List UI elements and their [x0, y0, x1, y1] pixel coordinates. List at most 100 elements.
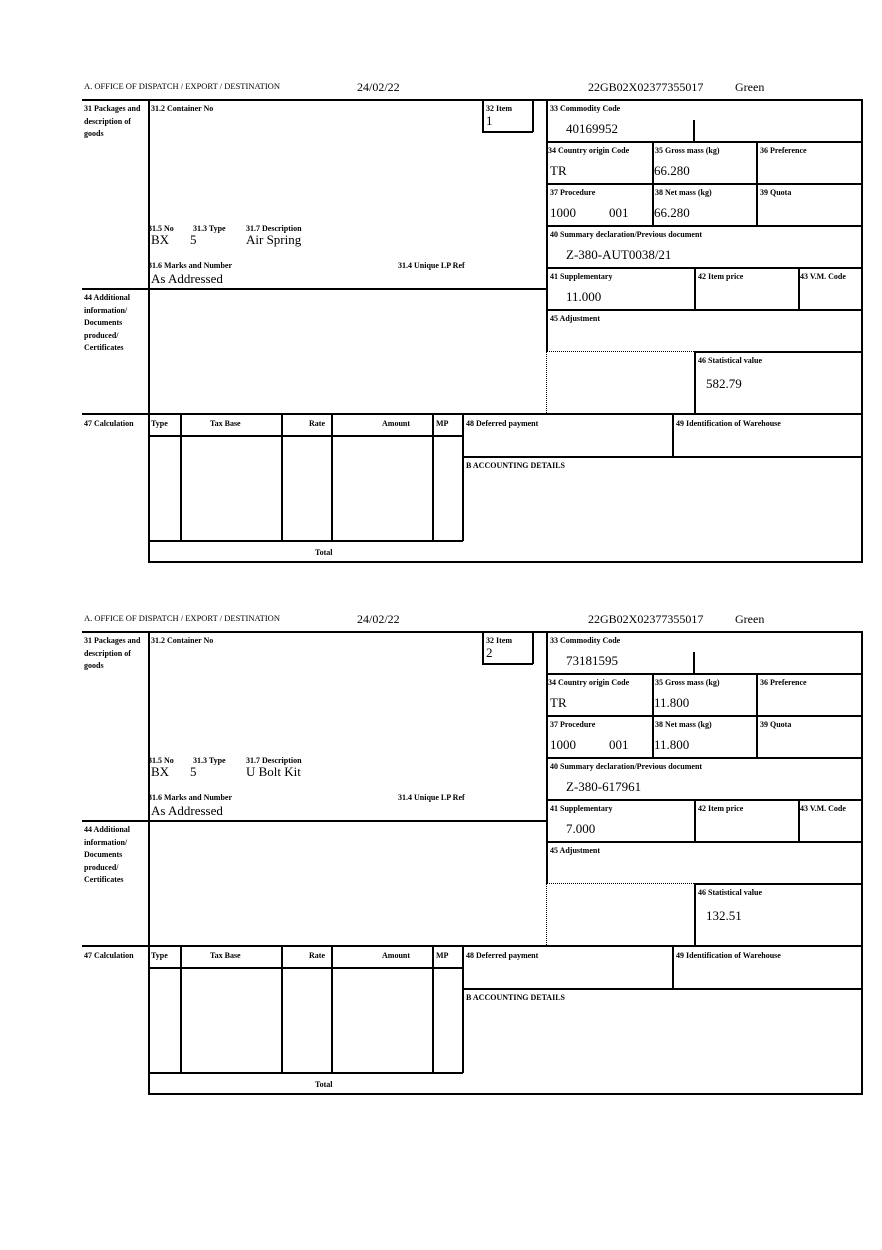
supplementary-value: 7.000: [566, 821, 596, 836]
form-rule: [672, 945, 674, 988]
type-label: 31.3 Type: [193, 756, 226, 765]
form-rule: [693, 120, 695, 141]
form-rule: [546, 883, 694, 884]
item-block-1: A. OFFICE OF DISPATCH / EXPORT / DESTINA…: [0, 0, 882, 563]
form-rule: [861, 631, 863, 1094]
country-value: TR: [550, 163, 567, 178]
form-rule: [82, 631, 863, 633]
commodity-code: 40169952: [566, 121, 618, 136]
form-rule: [798, 267, 800, 309]
form-rule: [482, 131, 533, 133]
form-rule: [672, 413, 674, 456]
accounting-label: B ACCOUNTING DETAILS: [466, 993, 565, 1002]
tax-base-header: Tax Base: [210, 419, 241, 428]
vm-code-label: 43 V.M. Code: [800, 804, 846, 813]
form-rule: [546, 309, 862, 311]
preference-label: 36 Preference: [760, 678, 807, 687]
supplementary-label: 41 Supplementary: [550, 804, 613, 813]
net-label: 38 Net mass (kg): [655, 720, 712, 729]
form-rule: [331, 413, 333, 541]
total-label: Total: [315, 548, 333, 557]
form-rule: [546, 351, 694, 352]
form-rule: [82, 945, 863, 947]
route: Green: [735, 80, 765, 94]
reference: 22GB02X02377355017: [588, 80, 704, 94]
net-label: 38 Net mass (kg): [655, 188, 712, 197]
form-rule: [148, 288, 150, 562]
form-rule: [861, 99, 863, 562]
form-rule: [694, 883, 862, 885]
goods-description: U Bolt Kit: [246, 764, 301, 779]
statistical-value: 132.51: [706, 908, 742, 923]
unique-lp-label: 31.4 Unique LP Ref: [398, 261, 465, 270]
form-rule: [462, 413, 464, 541]
date: 24/02/22: [357, 80, 400, 94]
package-type: 5: [190, 232, 197, 247]
form-rule: [82, 288, 547, 290]
item-block-2: A. OFFICE OF DISPATCH / EXPORT / DESTINA…: [0, 532, 882, 1095]
form-rule: [432, 413, 434, 541]
description-label: 31.7 Description: [246, 756, 302, 765]
form-rule: [652, 673, 654, 757]
supplementary-value: 11.000: [566, 289, 602, 304]
form-rule: [546, 141, 862, 143]
form-rule: [180, 413, 182, 541]
packages-label: 31 Packages and description of goods: [84, 104, 141, 138]
form-rule: [694, 267, 696, 309]
form-rule: [798, 799, 800, 841]
calculation-label: 47 Calculation: [84, 951, 134, 960]
form-rule: [546, 799, 862, 801]
type-label: 31.3 Type: [193, 224, 226, 233]
procedure-value: 1000: [550, 737, 576, 752]
packages-label: 31 Packages and description of goods: [84, 636, 141, 670]
form-rule: [148, 540, 463, 542]
form-rule: [82, 413, 863, 415]
summary-label: 40 Summary declaration/Previous document: [550, 762, 703, 771]
form-rule: [546, 183, 862, 185]
item-number: 1: [486, 113, 493, 128]
net-mass: 66.280: [654, 205, 690, 220]
quota-label: 39 Quota: [760, 720, 792, 729]
calc-type-header: Type: [151, 951, 168, 960]
item-label: 32 Item: [486, 104, 512, 113]
marks-value: As Addressed: [151, 803, 223, 818]
statistical-label: 46 Statistical value: [698, 356, 762, 365]
vm-code-label: 43 V.M. Code: [800, 272, 846, 281]
item-price-label: 42 Item price: [698, 272, 744, 281]
country-label: 34 Country origin Code: [548, 678, 630, 687]
date: 24/02/22: [357, 612, 400, 626]
form-rule: [148, 99, 150, 289]
goods-description: Air Spring: [246, 232, 302, 247]
warehouse-label: 49 Identification of Warehouse: [676, 419, 781, 428]
package-type: 5: [190, 764, 197, 779]
container-label: 31.2 Container No: [151, 636, 214, 645]
form-rule: [546, 715, 862, 717]
marks-value: As Addressed: [151, 271, 223, 286]
form-rule: [546, 673, 862, 675]
form-rule: [148, 631, 150, 821]
package-no: BX: [151, 764, 170, 779]
form-rule: [148, 820, 150, 1094]
form-rule: [694, 799, 696, 841]
form-rule: [546, 757, 862, 759]
form-rule: [532, 631, 534, 664]
container-label: 31.2 Container No: [151, 104, 214, 113]
form-rule: [694, 351, 696, 413]
form-rule: [693, 652, 695, 673]
form-rule: [462, 456, 862, 458]
form-rule: [462, 945, 464, 1073]
supplementary-label: 41 Supplementary: [550, 272, 613, 281]
summary-label: 40 Summary declaration/Previous document: [550, 230, 703, 239]
rate-header: Rate: [309, 419, 325, 428]
form-rule: [652, 141, 654, 225]
no-label: 31.5 No: [148, 756, 174, 765]
form-rule: [756, 673, 758, 757]
net-mass: 11.800: [654, 737, 690, 752]
package-no: BX: [151, 232, 170, 247]
form-rule: [462, 988, 862, 990]
summary-document: Z-380-AUT0038/21: [566, 247, 672, 262]
marks-label: 31.6 Marks and Number: [148, 793, 233, 802]
country-label: 34 Country origin Code: [548, 146, 630, 155]
calc-type-header: Type: [151, 419, 168, 428]
form-rule: [694, 351, 862, 353]
